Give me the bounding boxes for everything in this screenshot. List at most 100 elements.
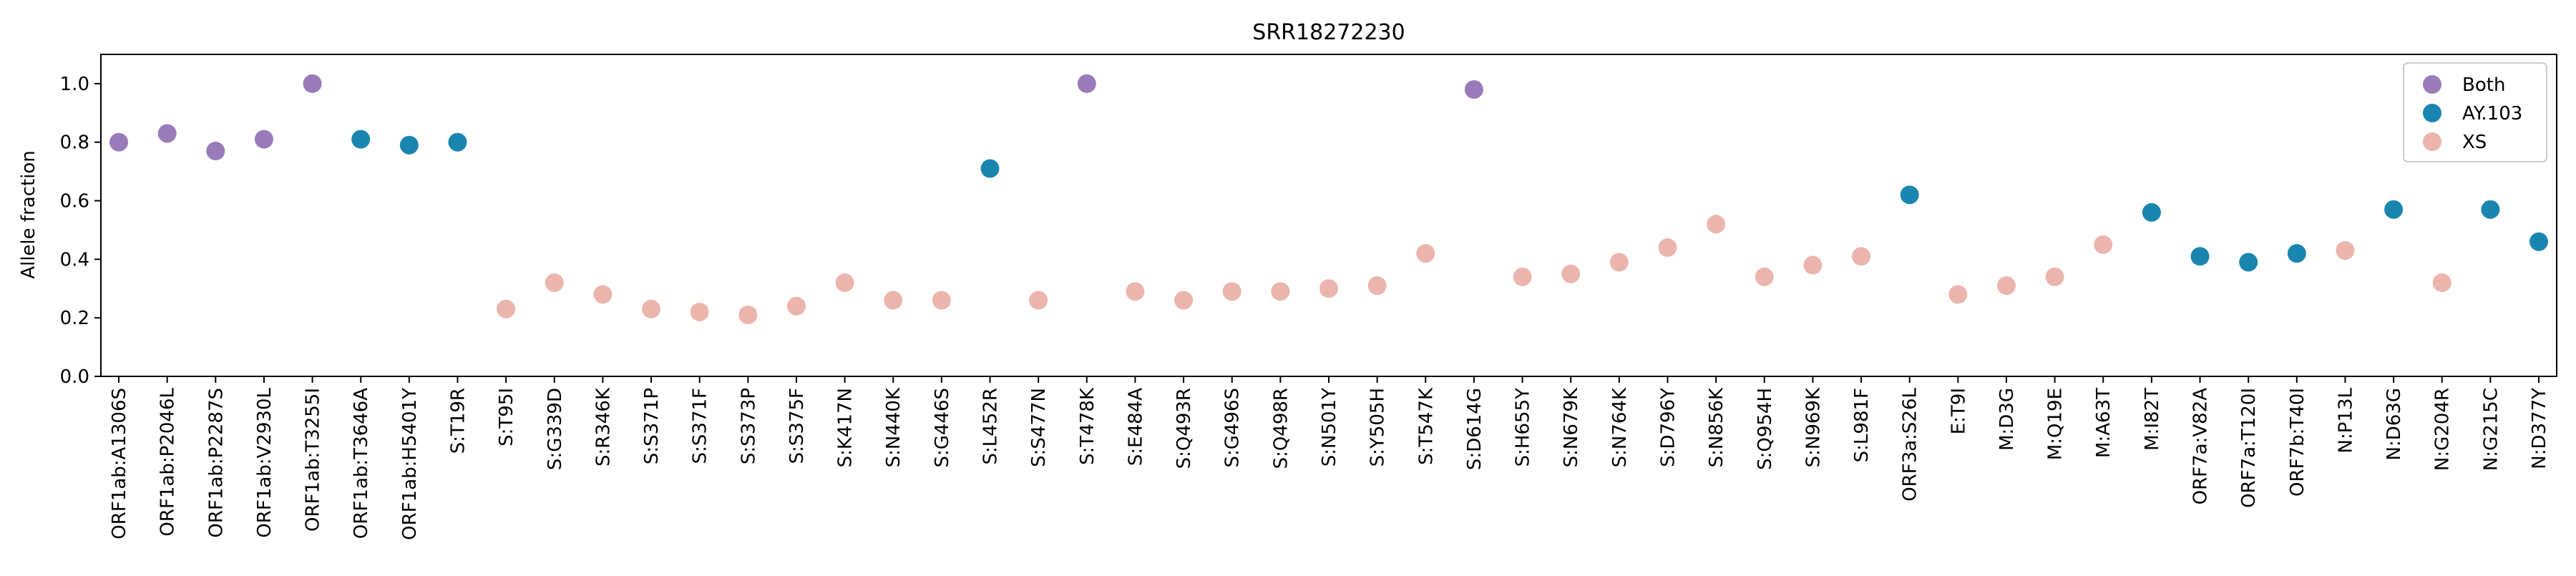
data-point-xs [1948,285,1968,304]
data-point-xs [786,296,806,316]
x-tick-label: ORF1ab:P2046L [157,387,179,536]
data-point-xs [1707,215,1726,234]
data-point-xs [690,303,709,321]
data-point-xs [1803,255,1823,275]
data-point-xs [2045,267,2064,286]
data-point-xs [1996,276,2016,296]
data-point-ay-103 [2481,200,2500,219]
data-point-xs [593,285,613,304]
data-point-ay-103 [2190,247,2210,266]
data-point-xs [642,299,661,318]
x-tick-label: S:T547K [1415,387,1437,465]
data-point-ay-103 [2529,232,2548,251]
data-point-both [303,74,322,93]
data-point-xs [1222,282,1241,301]
x-tick-label: S:N856K [1706,387,1727,467]
x-tick-label: S:Q498R [1270,388,1292,469]
x-tick-label: ORF1ab:T3255I [303,388,324,532]
legend: Both AY.103 XS [2403,62,2547,162]
data-point-xs [1029,291,1048,310]
x-tick-label: S:K417N [835,388,857,467]
x-tick-label: S:S375F [786,388,808,464]
x-tick-label: ORF7a:V82A [2190,388,2212,505]
data-point-xs [1561,264,1581,283]
data-point-xs [1271,282,1290,301]
x-tick-label: ORF7b:T40I [2287,388,2308,497]
x-tick-label: S:Y505H [1367,388,1389,467]
x-tick-label: S:N764K [1609,387,1631,467]
x-tick-label: S:H655Y [1513,388,1534,467]
data-point-xs [1416,244,1435,263]
y-axis-label: Allele fraction [18,150,39,279]
legend-marker-xs [2423,132,2441,151]
y-tick-label: 0.8 [60,132,89,154]
x-tick-label: S:T478K [1077,387,1098,465]
x-tick-label: ORF1ab:P2287S [205,388,227,538]
x-tick-label: S:N440K [883,387,904,467]
y-tick-label: 0.2 [60,308,89,329]
data-point-ay-103 [2239,253,2258,272]
data-point-xs [1852,247,1871,266]
data-point-both [206,142,225,160]
x-tick-label: ORF3a:S26L [1900,387,1921,501]
data-point-ay-103 [1900,185,1919,205]
y-tick-label: 0.4 [60,249,89,270]
x-tick-label: S:S373P [738,388,759,464]
data-point-ay-103 [2142,202,2161,222]
x-tick-label: S:N969K [1802,387,1824,467]
data-point-xs [1755,267,1774,286]
data-point-both [109,132,128,152]
x-tick-label: M:Q19E [2045,388,2067,460]
x-tick-label: N:D63G [2384,388,2405,460]
x-tick-label: S:D796Y [1657,388,1679,467]
x-tick-label: S:S371P [641,388,663,464]
data-point-both [1077,74,1096,93]
x-tick-label: E:T9I [1948,388,1969,434]
data-point-xs [1174,291,1194,310]
legend-marker-ay-103 [2423,104,2441,122]
x-tick-label: S:S371F [690,388,711,464]
data-point-xs [1367,276,1387,296]
data-point-xs [835,273,854,293]
x-tick-label: N:D377Y [2529,388,2550,469]
data-point-xs [2336,241,2355,260]
x-tick-label: S:T19R [447,388,469,454]
data-point-ay-103 [2287,244,2306,263]
x-tick-label: N:G215C [2480,388,2502,471]
x-tick-label: S:L981F [1851,388,1873,462]
data-point-ay-103 [351,130,371,149]
data-point-xs [1319,279,1338,298]
legend-label-ay-103: AY.103 [2462,103,2522,125]
x-tick-label: S:Q493R [1174,388,1195,469]
x-tick-label: N:P13L [2335,387,2356,453]
data-point-xs [932,291,951,310]
x-tick-label: S:N679K [1561,387,1582,467]
x-tick-label: S:D614G [1464,388,1485,470]
x-tick-label: S:G496S [1222,388,1244,468]
data-point-xs [1658,238,1677,257]
x-tick-label: M:A63T [2093,388,2114,458]
data-point-ay-103 [448,132,467,152]
data-point-xs [2432,273,2451,293]
legend-label-both: Both [2462,74,2505,96]
x-tick-label: M:D3G [1996,388,2018,451]
x-tick-label: N:G204R [2432,388,2454,471]
data-point-both [157,124,177,143]
data-point-ay-103 [399,135,419,155]
x-tick-label: S:G339D [545,388,566,470]
x-tick-label: S:G446S [932,388,953,468]
x-tick-label: ORF1ab:H5401Y [399,388,421,540]
data-point-xs [2094,235,2113,254]
x-tick-label: M:I82T [2142,388,2163,451]
x-tick-label: ORF1ab:V2930L [254,387,275,537]
x-tick-label: S:E484A [1125,388,1146,466]
data-point-xs [1126,282,1145,301]
x-tick-label: S:N501Y [1319,388,1340,467]
y-tick-label: 0.6 [60,191,89,213]
data-point-ay-103 [980,159,1000,178]
legend-label-xs: XS [2462,132,2487,153]
plot-frame [100,54,2557,377]
x-tick-label: S:Q954H [1755,388,1776,470]
